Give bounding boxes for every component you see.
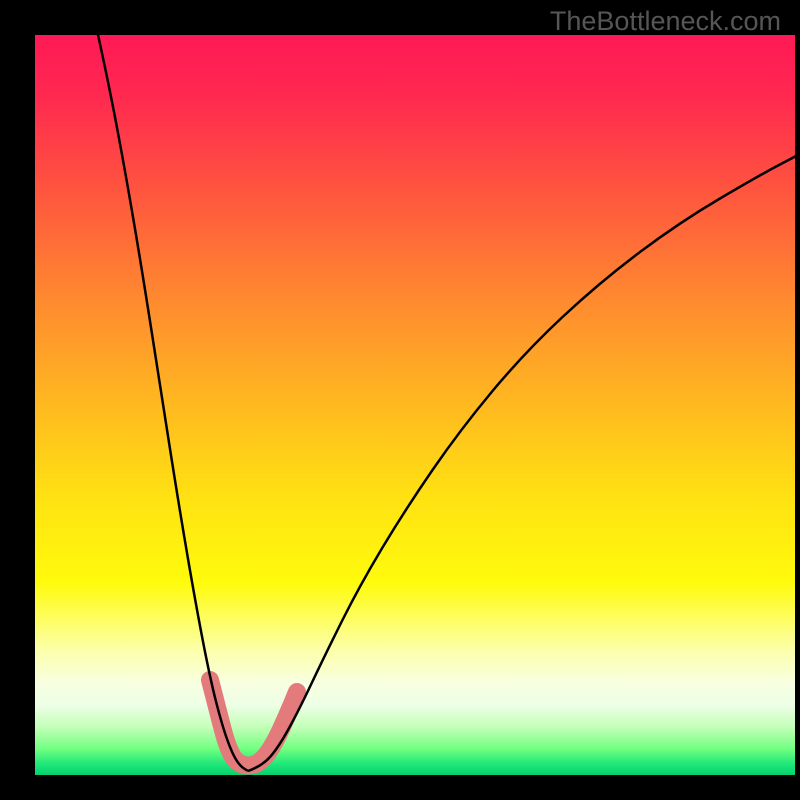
curve-layer [0, 0, 800, 800]
watermark-text: TheBottleneck.com [550, 6, 781, 37]
curve-right [248, 155, 798, 771]
chart-canvas: TheBottleneck.com [0, 0, 800, 800]
curve-left [95, 21, 248, 771]
